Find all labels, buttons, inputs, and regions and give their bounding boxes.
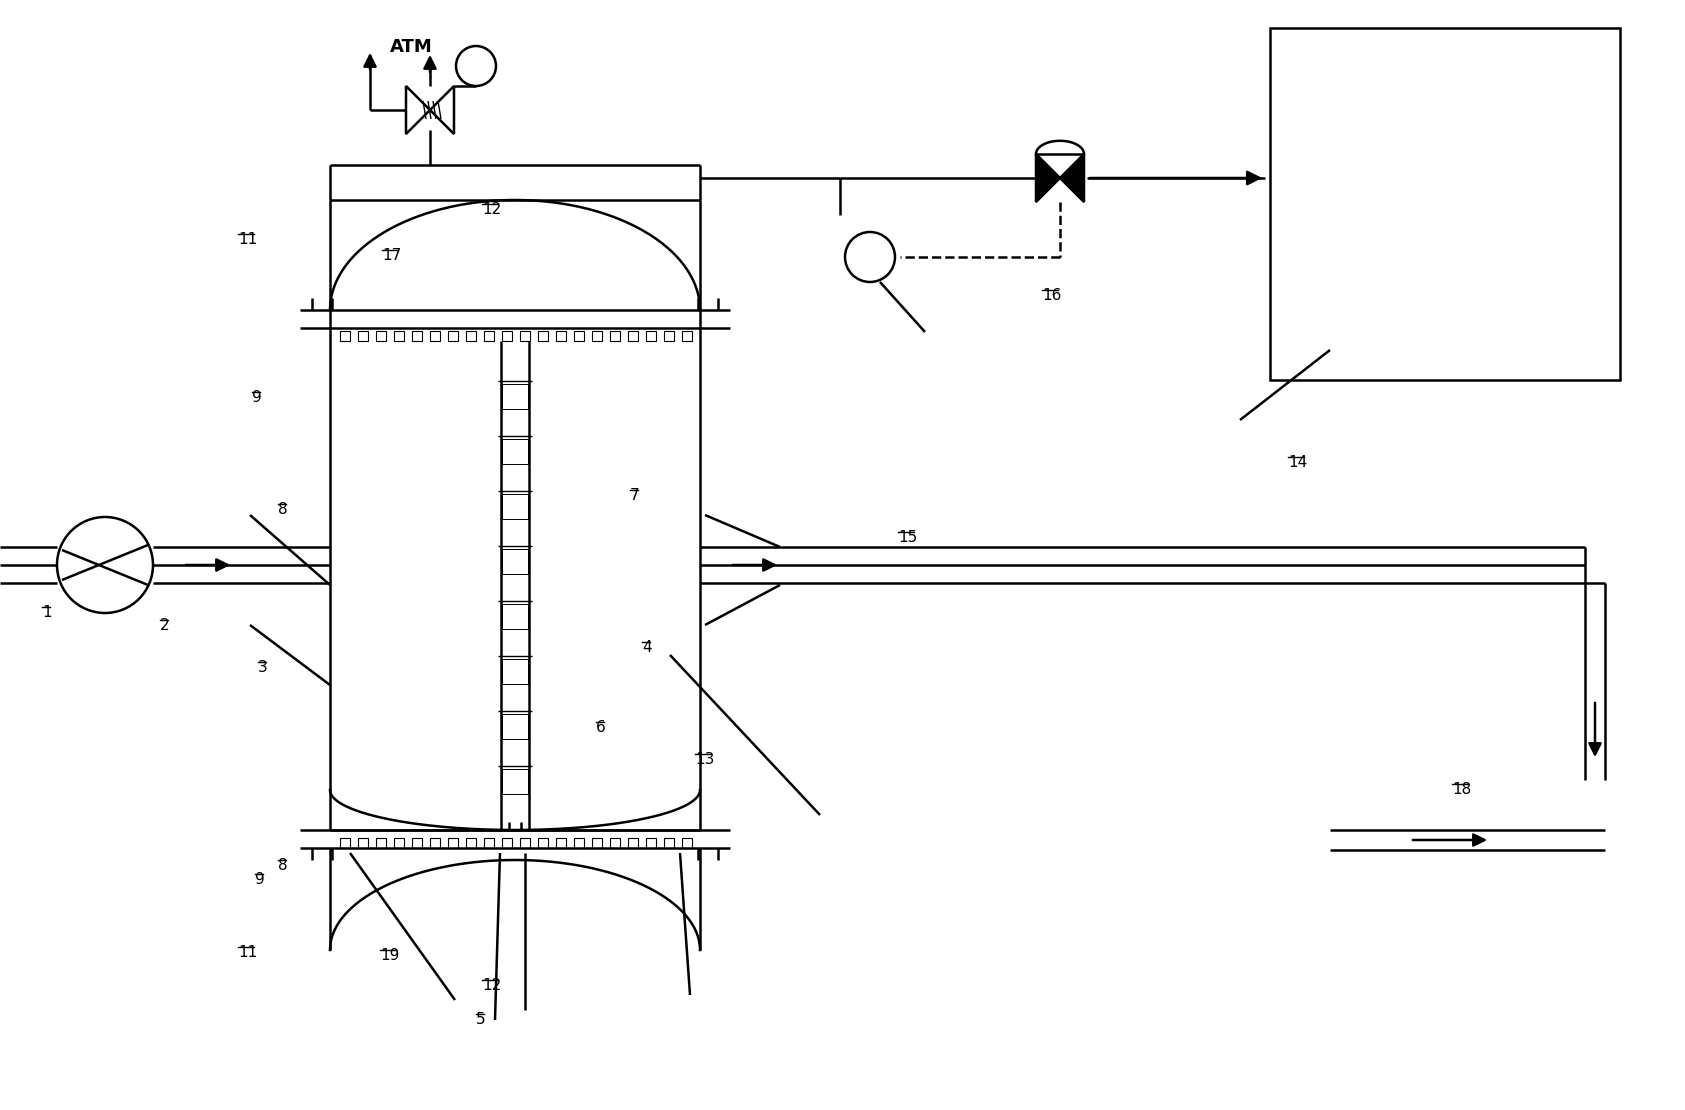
Bar [502, 714, 527, 739]
Text: 11: 11 [238, 232, 258, 248]
Bar [610, 331, 620, 341]
Bar [538, 838, 548, 848]
Bar [521, 838, 531, 848]
Bar [502, 384, 527, 408]
Bar [448, 331, 458, 341]
Text: 4: 4 [642, 640, 652, 655]
Bar [556, 838, 566, 848]
Bar [682, 838, 693, 848]
Bar [664, 838, 674, 848]
Polygon shape [1060, 154, 1083, 202]
Bar [413, 331, 421, 341]
Bar [484, 331, 494, 341]
Bar [610, 838, 620, 848]
Bar [591, 331, 602, 341]
Bar [575, 838, 585, 848]
Text: 11: 11 [238, 945, 258, 960]
Text: 1: 1 [42, 605, 52, 620]
Bar [645, 838, 655, 848]
Text: ATM: ATM [389, 38, 433, 56]
Circle shape [457, 46, 495, 85]
Bar [467, 331, 475, 341]
Text: 12: 12 [482, 978, 500, 993]
Circle shape [844, 232, 895, 282]
Circle shape [57, 517, 153, 613]
Text: 9: 9 [253, 390, 261, 405]
Text: 3: 3 [258, 660, 268, 675]
Text: 8: 8 [278, 858, 288, 872]
Bar [629, 838, 639, 848]
Bar [502, 549, 527, 574]
Bar [467, 838, 475, 848]
Bar [1270, 28, 1619, 380]
Text: 14: 14 [1287, 455, 1308, 470]
Text: 15: 15 [898, 529, 917, 545]
Bar [502, 438, 527, 464]
Bar [502, 494, 527, 519]
Bar [430, 838, 440, 848]
Text: 5: 5 [475, 1012, 485, 1027]
Bar [502, 838, 512, 848]
Bar [556, 331, 566, 341]
Bar [502, 769, 527, 794]
Bar [682, 331, 693, 341]
Bar [645, 331, 655, 341]
Bar [448, 838, 458, 848]
Bar [502, 331, 512, 341]
Polygon shape [1036, 154, 1060, 202]
Text: 19: 19 [381, 948, 399, 963]
Bar [591, 838, 602, 848]
Text: 6: 6 [596, 720, 605, 735]
Text: 2: 2 [160, 618, 170, 633]
Bar [413, 838, 421, 848]
Polygon shape [430, 85, 453, 134]
Text: 9: 9 [254, 872, 265, 887]
Bar [629, 331, 639, 341]
Bar [394, 331, 404, 341]
Text: 8: 8 [278, 502, 288, 517]
Bar [521, 331, 531, 341]
Text: 7: 7 [630, 488, 640, 503]
Bar [357, 838, 367, 848]
Bar [664, 331, 674, 341]
Text: 17: 17 [382, 248, 401, 263]
Text: 13: 13 [694, 751, 714, 767]
Bar [376, 838, 386, 848]
Bar [538, 331, 548, 341]
Text: 12: 12 [482, 202, 500, 216]
Bar [484, 838, 494, 848]
Text: 18: 18 [1452, 783, 1471, 797]
Bar [502, 604, 527, 629]
Text: 16: 16 [1041, 287, 1062, 303]
Bar [340, 331, 350, 341]
Bar [340, 838, 350, 848]
Polygon shape [406, 85, 430, 134]
Bar [502, 659, 527, 684]
Bar [430, 331, 440, 341]
Bar [376, 331, 386, 341]
Bar [394, 838, 404, 848]
Bar [357, 331, 367, 341]
Bar [575, 331, 585, 341]
